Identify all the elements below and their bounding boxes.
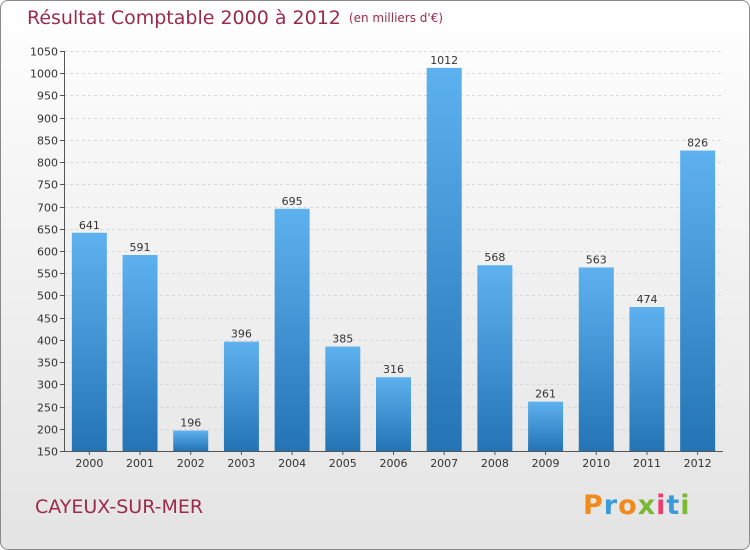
x-tick-label-2000: 2000	[75, 457, 103, 470]
x-tick-label-2002: 2002	[177, 457, 205, 470]
logo-letter: o	[618, 490, 638, 521]
data-label-2008: 568	[484, 251, 505, 264]
chart-subtitle: (en milliers d'€)	[348, 11, 444, 25]
data-label-2003: 396	[231, 328, 252, 341]
y-tick-label: 450	[37, 313, 58, 326]
y-tick-label: 550	[37, 268, 58, 281]
logo-letter: i	[656, 490, 667, 521]
x-tick-label-2010: 2010	[582, 457, 610, 470]
data-label-2006: 316	[383, 363, 404, 376]
y-tick-label: 950	[37, 90, 58, 103]
x-tick-labels: 2000 2001 2002 2003 2004 2005 2006 2007 2008 2009…	[75, 457, 711, 470]
bar-2001	[122, 255, 158, 451]
y-tick-label: 350	[37, 357, 58, 370]
logo-letter: t	[666, 490, 681, 521]
y-tick-label: 500	[37, 290, 58, 303]
data-label-2004: 695	[282, 195, 303, 208]
y-tick-label: 600	[37, 246, 58, 259]
bars	[71, 67, 716, 452]
bar-2006	[376, 377, 411, 451]
x-tick-label-2004: 2004	[278, 457, 306, 470]
bar-2003	[223, 341, 259, 451]
bar-2002	[173, 430, 209, 451]
y-tick-labels: 150 200 250 300 350 400 450 500 550 600 650 700 750 8…	[30, 46, 58, 459]
data-label-2005: 385	[332, 333, 353, 346]
data-label-2012: 826	[687, 137, 708, 150]
y-tick-label: 250	[37, 402, 58, 415]
x-tick-label-2012: 2012	[684, 457, 712, 470]
y-tick-label: 1000	[30, 68, 58, 81]
data-label-2007: 1012	[430, 54, 458, 67]
bar-2000	[71, 232, 107, 451]
bar-2011	[629, 307, 665, 451]
data-label-2010: 563	[586, 253, 607, 266]
bar-2008	[477, 265, 513, 451]
y-tick-label: 650	[37, 224, 58, 237]
chart-title-text: Résultat Comptable 2000 à 2012	[27, 7, 341, 29]
y-tick-label: 150	[37, 446, 58, 459]
logo-letter: r	[603, 490, 619, 521]
y-tick-label: 300	[37, 379, 58, 392]
y-tick-label: 700	[37, 202, 58, 215]
y-tick-label: 750	[37, 179, 58, 192]
bar-2004	[274, 208, 310, 451]
bar-2009	[528, 401, 564, 451]
grid-lines	[64, 51, 723, 430]
chart-title: Résultat Comptable 2000 à 2012 (en millie…	[27, 7, 443, 29]
x-tick-label-2008: 2008	[481, 457, 509, 470]
x-tick-label-2005: 2005	[329, 457, 357, 470]
data-labels: 641 591 196 396 695 385 316 1012 568 261 563 474 826	[79, 54, 708, 430]
y-tick-label: 400	[37, 335, 58, 348]
x-tick-label-2007: 2007	[430, 457, 458, 470]
y-tick-label: 850	[37, 135, 58, 148]
place-name: CAYEUX-SUR-MER	[35, 496, 204, 518]
y-tick-label: 900	[37, 113, 58, 126]
data-label-2000: 641	[79, 219, 100, 232]
y-tick-label: 800	[37, 157, 58, 170]
proxiti-logo[interactable]: Proxiti	[583, 490, 691, 521]
data-label-2011: 474	[636, 293, 657, 306]
x-tick-label-2009: 2009	[532, 457, 560, 470]
logo-letter: x	[637, 490, 657, 521]
bar-2007	[426, 67, 462, 451]
data-label-2001: 591	[130, 241, 151, 254]
x-tick-label-2006: 2006	[380, 457, 408, 470]
x-tick-label-2011: 2011	[633, 457, 661, 470]
y-tick-label: 200	[37, 424, 58, 437]
x-tick-label-2003: 2003	[227, 457, 255, 470]
logo-letter: i	[680, 490, 691, 521]
x-tick-label-2001: 2001	[126, 457, 154, 470]
data-label-2002: 196	[180, 417, 201, 430]
y-tick-label: 1050	[30, 46, 58, 59]
data-label-2009: 261	[535, 388, 556, 401]
axes	[60, 51, 723, 455]
bar-2010	[578, 267, 614, 451]
bar-2005	[325, 346, 361, 451]
logo-letter: P	[583, 490, 604, 521]
bar-2012	[680, 150, 716, 452]
